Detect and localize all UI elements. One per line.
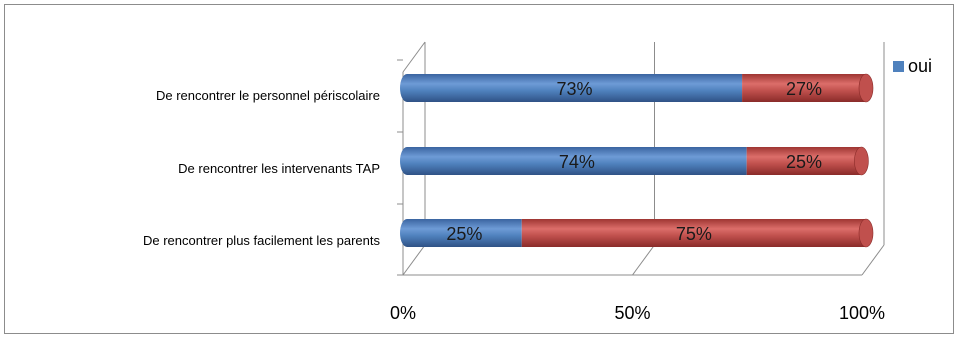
legend-label: oui (908, 56, 932, 76)
bar-cap-left (400, 219, 414, 247)
data-label: 74% (559, 152, 595, 172)
legend: oui (893, 56, 932, 76)
category-label: De rencontrer plus facilement les parent… (143, 233, 381, 248)
data-label: 25% (446, 224, 482, 244)
bar-cap-right (858, 73, 874, 103)
bar-segment-oui (407, 74, 743, 102)
data-label: 25% (786, 152, 822, 172)
data-label: 27% (786, 79, 822, 99)
category-label: De rencontrer le personnel périscolaire (156, 88, 380, 103)
data-label: 73% (557, 79, 593, 99)
gridline-floor (402, 244, 426, 276)
bar-cap-right (858, 218, 874, 248)
gridline-floor (861, 244, 885, 276)
x-tick-label: 50% (614, 303, 650, 323)
bar-segment-series-2 (742, 74, 866, 102)
bar-cap-right (854, 146, 869, 176)
bar-cap-left (400, 74, 414, 102)
gridline-floor (632, 244, 655, 276)
category-label: De rencontrer les intervenants TAP (178, 161, 380, 176)
legend-swatch (893, 61, 904, 72)
bar-cap-left (400, 147, 414, 175)
bar-segment-series-2 (746, 147, 862, 175)
bar-segment-oui (407, 147, 747, 175)
bars (400, 73, 874, 248)
x-tick-label: 0% (390, 303, 416, 323)
labels: 0% 50% 100% 73% 27% De rencontrer le personne… (143, 79, 885, 323)
bar-segment-oui (407, 219, 522, 247)
data-label: 75% (676, 224, 712, 244)
x-tick-label: 100% (839, 303, 885, 323)
bar-segment-series-2 (521, 219, 866, 247)
